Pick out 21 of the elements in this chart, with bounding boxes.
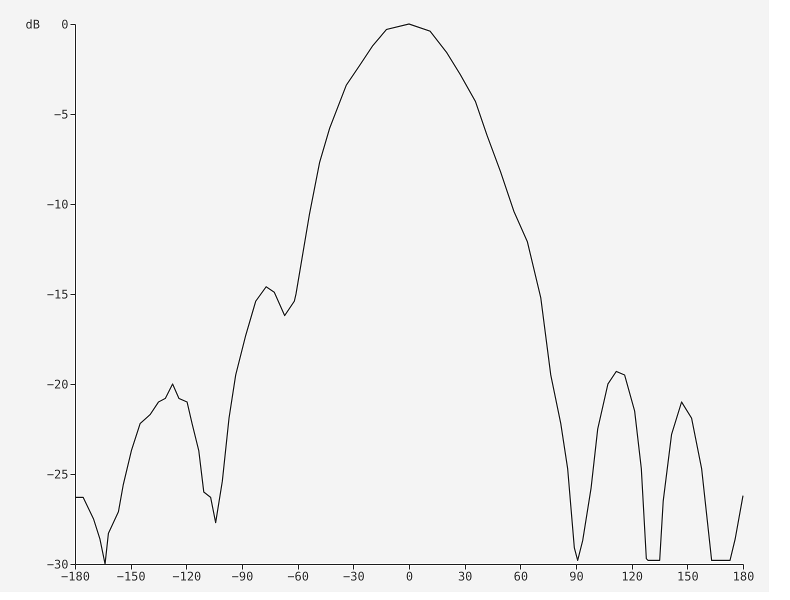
y-tick-label: −15	[46, 288, 68, 302]
x-tick-label: −30	[342, 570, 365, 584]
y-tick-label: −20	[46, 378, 68, 392]
x-tick-label: −120	[172, 570, 202, 584]
x-tick-label: 90	[569, 570, 584, 584]
x-tick-label: 60	[514, 570, 528, 584]
y-tick-label: 0	[61, 18, 68, 32]
x-tick-label: −180	[61, 570, 90, 584]
x-tick-label: 180	[732, 570, 754, 584]
x-tick-label: 30	[458, 570, 472, 584]
x-tick-label: −150	[116, 570, 146, 584]
x-tick-label: −60	[287, 570, 310, 584]
y-tick-label: −5	[54, 108, 68, 122]
y-tick-label: −10	[46, 198, 68, 212]
y-tick-label: −30	[46, 558, 68, 572]
y-axis-title: dB	[26, 18, 40, 32]
x-tick-label: 120	[621, 570, 644, 584]
y-tick-label: −25	[46, 468, 68, 482]
x-tick-label: 150	[676, 570, 699, 584]
x-tick-label: 0	[406, 570, 414, 584]
x-tick-label: −90	[232, 570, 254, 584]
